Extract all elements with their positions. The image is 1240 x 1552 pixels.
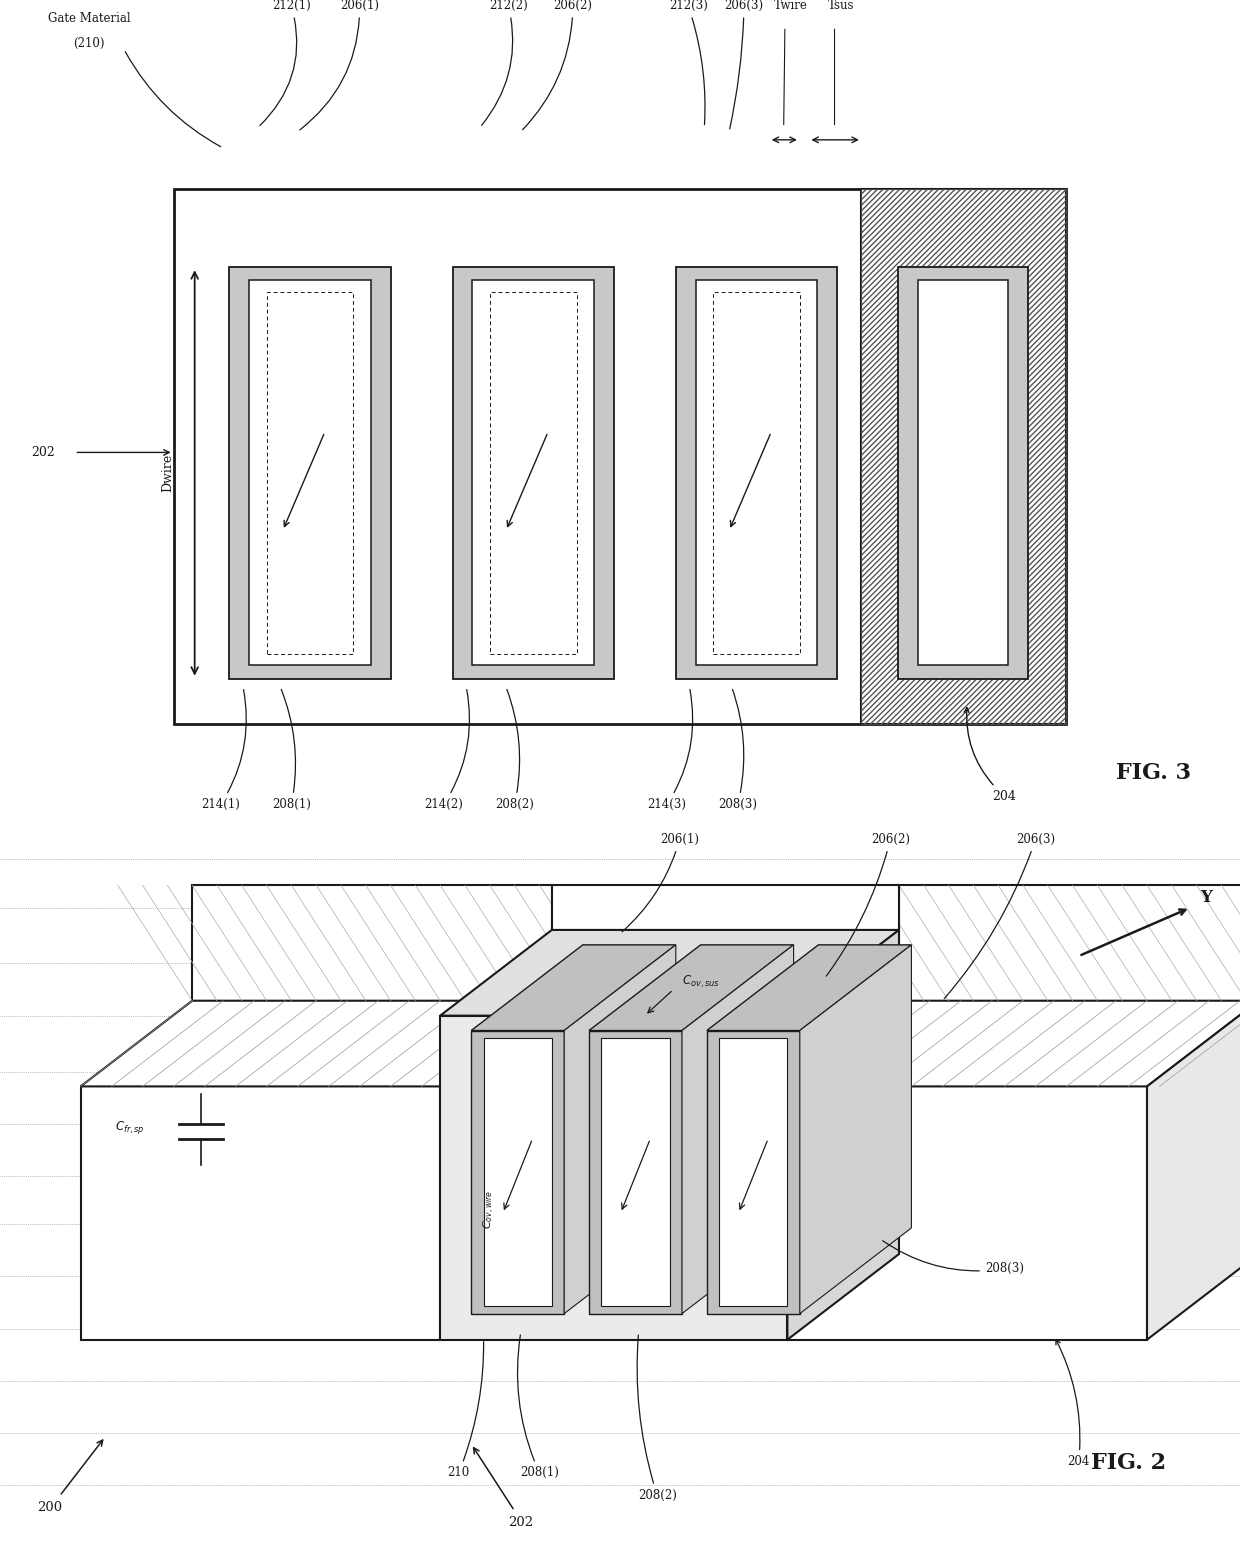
Polygon shape bbox=[471, 945, 676, 1031]
Bar bbox=[918, 281, 1008, 666]
Polygon shape bbox=[564, 945, 676, 1313]
Polygon shape bbox=[787, 930, 899, 1339]
Text: 214(2): 214(2) bbox=[424, 689, 470, 810]
Bar bbox=[472, 281, 594, 666]
Text: 208(3): 208(3) bbox=[718, 689, 758, 810]
Polygon shape bbox=[440, 930, 899, 1015]
Text: 210: 210 bbox=[448, 1342, 484, 1479]
Text: 212(3): 212(3) bbox=[668, 0, 708, 124]
Polygon shape bbox=[707, 1031, 800, 1313]
Text: Twire: Twire bbox=[774, 0, 808, 12]
Polygon shape bbox=[589, 1031, 682, 1313]
Polygon shape bbox=[719, 1038, 787, 1307]
Text: Y: Y bbox=[1200, 889, 1213, 906]
Polygon shape bbox=[81, 1001, 552, 1086]
Polygon shape bbox=[440, 1001, 552, 1339]
Text: 204: 204 bbox=[963, 708, 1017, 802]
Text: $C_{ov,wire}$: $C_{ov,wire}$ bbox=[482, 1190, 497, 1229]
Text: 214(3): 214(3) bbox=[647, 689, 693, 810]
Polygon shape bbox=[707, 945, 911, 1031]
Text: 208(2): 208(2) bbox=[495, 689, 534, 810]
Bar bbox=[174, 189, 1066, 723]
Polygon shape bbox=[601, 1038, 670, 1307]
Text: 206(2): 206(2) bbox=[826, 833, 910, 976]
Text: 206(1): 206(1) bbox=[622, 833, 699, 931]
Text: 204: 204 bbox=[1056, 1339, 1090, 1468]
Text: 200: 200 bbox=[37, 1501, 62, 1513]
Polygon shape bbox=[1147, 1001, 1240, 1339]
Polygon shape bbox=[589, 945, 794, 1031]
Text: Tsus: Tsus bbox=[827, 0, 854, 12]
Text: 208(1): 208(1) bbox=[272, 689, 311, 810]
Text: 206(1): 206(1) bbox=[300, 0, 379, 130]
Text: 208(1): 208(1) bbox=[517, 1335, 559, 1479]
Text: (210): (210) bbox=[73, 37, 105, 50]
Bar bbox=[713, 292, 800, 653]
Text: Gate Material: Gate Material bbox=[48, 12, 130, 25]
Text: 214(1): 214(1) bbox=[201, 689, 247, 810]
Polygon shape bbox=[552, 885, 899, 930]
Polygon shape bbox=[440, 1015, 787, 1339]
Text: FIG. 3: FIG. 3 bbox=[1116, 762, 1190, 784]
Polygon shape bbox=[787, 1001, 1240, 1086]
Polygon shape bbox=[899, 885, 1240, 1001]
Text: 206(3): 206(3) bbox=[944, 833, 1055, 998]
Bar bbox=[898, 267, 1028, 678]
Bar bbox=[267, 292, 353, 653]
Bar bbox=[490, 292, 577, 653]
Text: 202: 202 bbox=[508, 1516, 533, 1529]
Text: 212(1): 212(1) bbox=[260, 0, 311, 126]
Bar bbox=[676, 267, 837, 678]
Text: 208(2): 208(2) bbox=[637, 1335, 677, 1502]
Polygon shape bbox=[471, 1031, 564, 1313]
Bar bbox=[249, 281, 371, 666]
Polygon shape bbox=[682, 945, 794, 1313]
Polygon shape bbox=[81, 1086, 440, 1339]
Bar bbox=[861, 189, 1066, 723]
Text: $C_{ov,sus}$: $C_{ov,sus}$ bbox=[682, 975, 719, 990]
Bar bbox=[696, 281, 817, 666]
Bar bbox=[229, 267, 391, 678]
Polygon shape bbox=[484, 1038, 552, 1307]
Text: $C_{fr,sp}$: $C_{fr,sp}$ bbox=[115, 1119, 145, 1136]
Text: 206(3): 206(3) bbox=[724, 0, 764, 129]
Text: 212(2): 212(2) bbox=[481, 0, 528, 126]
Text: 206(2): 206(2) bbox=[523, 0, 593, 130]
Polygon shape bbox=[192, 885, 552, 1001]
Polygon shape bbox=[800, 945, 911, 1313]
Bar bbox=[453, 267, 614, 678]
Bar bbox=[861, 189, 1066, 723]
Polygon shape bbox=[787, 1086, 1147, 1339]
Text: Dwire: Dwire bbox=[161, 453, 174, 492]
Text: 202: 202 bbox=[31, 445, 56, 459]
Text: 208(3): 208(3) bbox=[883, 1240, 1024, 1276]
Text: FIG. 2: FIG. 2 bbox=[1091, 1451, 1166, 1473]
